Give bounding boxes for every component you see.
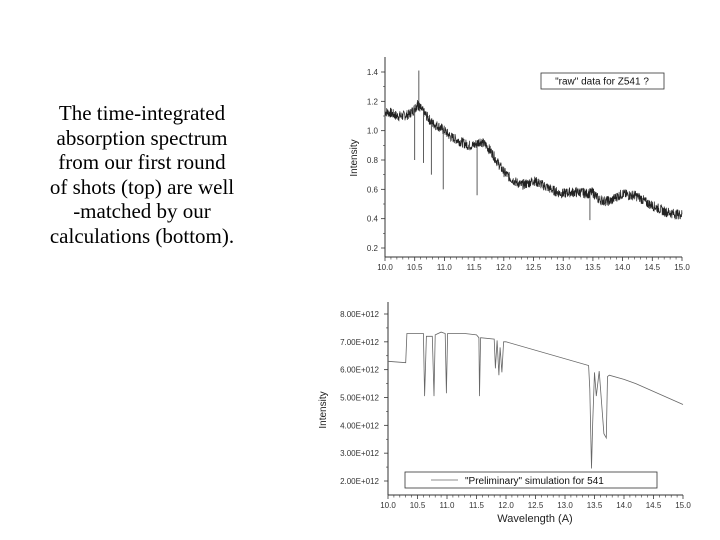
- caption-line: from our first round: [58, 150, 226, 174]
- raw-chart-axes: 0.2 0.4 0.6 0.8 1.0 1.2 1.4 10.0 10.5 11.0 11.5 12.…: [367, 57, 690, 272]
- series-line: [387, 331, 684, 469]
- x-tick-label: 13.0: [555, 263, 571, 272]
- y-tick-label: 4.00E+012: [340, 421, 379, 430]
- x-tick-label: 12.0: [498, 501, 514, 510]
- x-tick-label: 15.0: [674, 263, 690, 272]
- y-tick-label: 5.00E+012: [340, 394, 379, 403]
- raw-chart-legend: "raw" data for Z541 ?: [540, 72, 665, 90]
- x-tick-label: 11.0: [437, 263, 453, 272]
- sim-chart-axes: 2.00E+012 3.00E+012 4.00E+012 5.00E+012 6.00…: [340, 302, 691, 510]
- x-tick-label: 10.5: [407, 263, 423, 272]
- series-line: [384, 99, 683, 220]
- x-tick-label: 15.0: [675, 501, 691, 510]
- x-tick-label: 11.5: [467, 263, 483, 272]
- y-tick-label: 0.8: [367, 156, 379, 165]
- raw-chart-legend-text: "raw" data for Z541 ?: [555, 77, 649, 88]
- x-tick-label: 12.5: [528, 501, 544, 510]
- caption-line: of shots (top) are well: [49, 174, 235, 199]
- caption-line: The time-integrated: [58, 101, 226, 125]
- raw-data-chart: 0.2 0.4 0.6 0.8 1.0 1.2 1.4 10.0 10.5 11.0 11.5 12.…: [349, 57, 690, 272]
- caption-line: -matched by our: [73, 199, 211, 223]
- x-tick-label: 12.5: [526, 263, 542, 272]
- sim-chart-ylabel: Intensity: [318, 391, 329, 428]
- x-tick-label: 10.5: [410, 501, 426, 510]
- y-tick-label: 6.00E+012: [340, 366, 379, 375]
- y-tick-label: 1.4: [367, 68, 379, 77]
- x-tick-label: 13.5: [587, 501, 603, 510]
- caption-line: absorption spectrum: [56, 125, 228, 150]
- x-tick-label: 14.5: [645, 263, 661, 272]
- y-tick-label: 3.00E+012: [340, 449, 379, 458]
- raw-chart-ylabel: Intensity: [349, 139, 360, 176]
- x-tick-label: 10.0: [377, 263, 393, 272]
- y-tick-label: 7.00E+012: [340, 338, 379, 347]
- x-tick-label: 14.5: [646, 501, 662, 510]
- y-tick-label: 0.6: [367, 185, 379, 194]
- sim-chart-series: [387, 331, 684, 469]
- simulation-chart: 2.00E+012 3.00E+012 4.00E+012 5.00E+012 6.00…: [318, 302, 691, 525]
- x-tick-label: 12.0: [496, 263, 512, 272]
- y-tick-label: 8.00E+012: [340, 310, 379, 319]
- sim-chart-legend-text: "Preliminary" simulation for 541: [465, 476, 604, 487]
- y-tick-label: 1.2: [367, 97, 379, 106]
- y-tick-label: 0.2: [367, 244, 379, 253]
- y-tick-label: 1.0: [367, 127, 379, 136]
- sim-chart-legend: "Preliminary" simulation for 541: [404, 471, 658, 489]
- x-tick-label: 11.0: [440, 501, 456, 510]
- x-tick-label: 10.0: [380, 501, 396, 510]
- x-tick-label: 13.0: [557, 501, 573, 510]
- raw-chart-series: [384, 70, 683, 221]
- x-tick-label: 13.5: [585, 263, 601, 272]
- slide-caption: The time-integrated absorption spectrum …: [22, 101, 262, 248]
- x-tick-label: 11.5: [469, 501, 485, 510]
- sim-chart-xlabel: Wavelength (A): [497, 513, 572, 525]
- y-tick-label: 0.4: [367, 215, 379, 224]
- y-tick-label: 2.00E+012: [340, 477, 379, 486]
- caption-line: calculations (bottom).: [49, 223, 235, 248]
- x-tick-label: 14.0: [616, 501, 632, 510]
- x-tick-label: 14.0: [615, 263, 631, 272]
